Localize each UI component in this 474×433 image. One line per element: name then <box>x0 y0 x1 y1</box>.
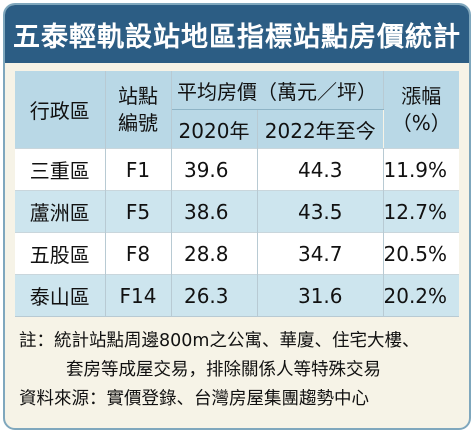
infographic-card: 五泰輕軌設站地區指標站點房價統計 行政區 站點 編號 平均房價（萬元／坪） <box>3 3 471 430</box>
cell-change: 20.2% <box>383 274 459 317</box>
header-district: 行政區 <box>15 71 106 149</box>
cell-change: 11.9% <box>383 148 459 191</box>
cell-district: 五股區 <box>15 232 106 275</box>
cell-station: F5 <box>105 190 172 233</box>
cell-price-2022: 43.5 <box>257 190 384 233</box>
header-station-line1: 站點 <box>118 83 158 108</box>
note-line-1: 註：統計站點周邊800m之公寓、華廈、住宅大樓、 <box>19 331 420 351</box>
table-row: 蘆洲區 F5 38.6 43.5 12.7% <box>15 190 459 233</box>
notes-section: 註：統計站點周邊800m之公寓、華廈、住宅大樓、 套房等成屋交易，排除關係人等特… <box>19 327 463 414</box>
cell-price-2020: 38.6 <box>171 190 258 233</box>
cell-district: 蘆洲區 <box>15 190 106 233</box>
page-title: 五泰輕軌設站地區指標站點房價統計 <box>13 21 461 53</box>
table-body: 三重區 F1 39.6 44.3 11.9% 蘆洲區 F5 38.6 43.5 … <box>15 148 459 317</box>
cell-price-2022: 44.3 <box>257 148 384 191</box>
source-line: 資料來源：實價登錄、台灣房屋集團趨勢中心 <box>19 389 369 409</box>
header-change-line1: 漲幅 <box>401 83 442 108</box>
cell-price-2020: 39.6 <box>171 148 258 191</box>
cell-change: 12.7% <box>383 190 459 233</box>
price-table-wrapper: 行政區 站點 編號 平均房價（萬元／坪） 漲幅 （%） 2020年 2022年至… <box>15 71 459 317</box>
cell-price-2022: 31.6 <box>257 274 384 317</box>
cell-price-2022: 34.7 <box>257 232 384 275</box>
header-average-price: 平均房價（萬元／坪） <box>171 71 384 110</box>
cell-station: F14 <box>105 274 172 317</box>
header-change-line2: （%） <box>391 110 451 135</box>
cell-price-2020: 26.3 <box>171 274 258 317</box>
table-row: 三重區 F1 39.6 44.3 11.9% <box>15 148 459 191</box>
header-station-line2: 編號 <box>118 110 158 135</box>
cell-change: 20.5% <box>383 232 459 275</box>
table-row: 五股區 F8 28.8 34.7 20.5% <box>15 232 459 275</box>
price-table: 行政區 站點 編號 平均房價（萬元／坪） 漲幅 （%） 2020年 2022年至… <box>15 71 459 317</box>
note-line-2: 套房等成屋交易，排除關係人等特殊交易 <box>66 360 381 380</box>
cell-station: F8 <box>105 232 172 275</box>
cell-station: F1 <box>105 148 172 191</box>
title-bar: 五泰輕軌設站地區指標站點房價統計 <box>5 5 469 63</box>
header-station: 站點 編號 <box>105 71 172 149</box>
cell-district: 泰山區 <box>15 274 106 317</box>
header-change: 漲幅 （%） <box>383 71 459 149</box>
cell-price-2020: 28.8 <box>171 232 258 275</box>
table-header: 行政區 站點 編號 平均房價（萬元／坪） 漲幅 （%） 2020年 2022年至… <box>15 71 459 149</box>
header-2020: 2020年 <box>171 109 258 149</box>
table-row: 泰山區 F14 26.3 31.6 20.2% <box>15 274 459 317</box>
header-2022-to-date: 2022年至今 <box>257 109 383 149</box>
cell-district: 三重區 <box>15 148 106 191</box>
